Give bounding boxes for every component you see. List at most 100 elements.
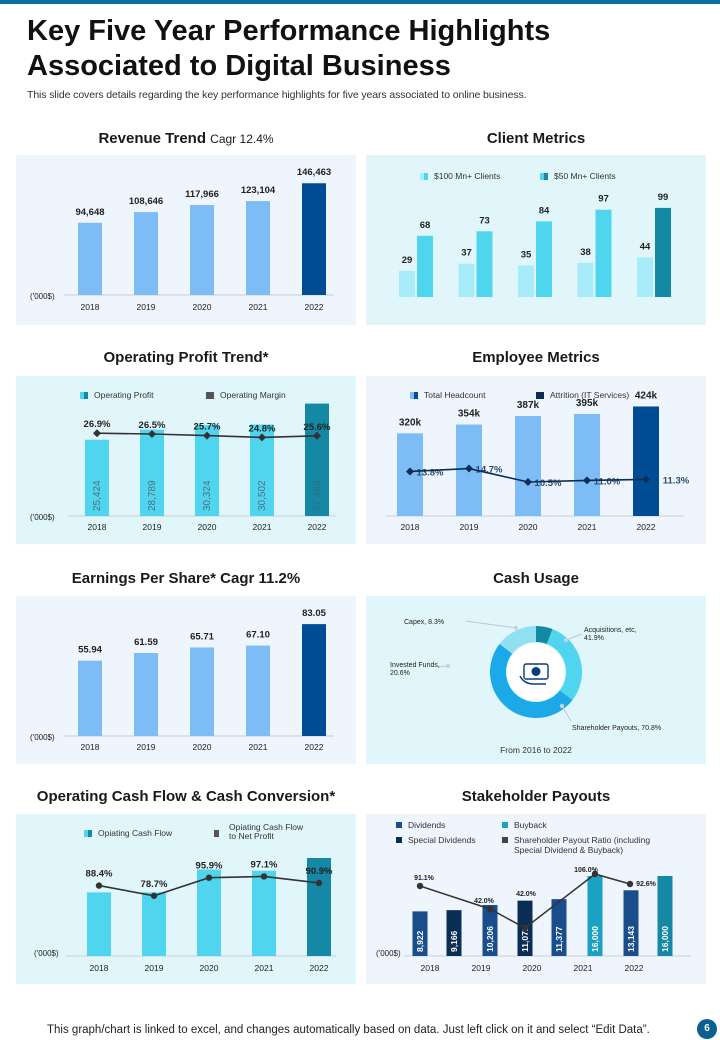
emp-attrition-marker [524, 478, 532, 486]
ocf-ratio-label: 88.4% [86, 869, 113, 880]
cash-leader-line [565, 633, 583, 641]
clients-50mn-label: 68 [420, 220, 431, 231]
eps-year-label: 2020 [193, 742, 212, 752]
clients-title: Client Metrics [486, 130, 586, 147]
op-year-label: 2018 [88, 522, 107, 532]
emp-attrition-label: 14.7% [476, 465, 503, 476]
op-year-label: 2021 [253, 522, 272, 532]
stake-ratio-marker [626, 880, 634, 888]
op-profit-bar [140, 429, 164, 516]
eps-bar [246, 645, 270, 736]
op-year-label: 2019 [143, 522, 162, 532]
clients-50mn-bar [476, 231, 493, 297]
emp-headcount-label: 387k [517, 400, 540, 411]
emp-legend-attrition-swatch [536, 392, 540, 399]
revenue-title: Revenue Trend Cagr 12.4% [98, 130, 274, 147]
ocf-title: Operating Cash Flow & Cash Conversion* [36, 788, 336, 805]
op-profit-bar [195, 425, 219, 516]
op-year-label: 2020 [198, 522, 217, 532]
op-legend-margin-swatch [206, 392, 210, 399]
stake-bar [657, 876, 673, 956]
stake-bar-label: 11,377 [554, 926, 564, 952]
emp-legend-headcount-swatch [414, 392, 418, 399]
emp-year-label: 2018 [401, 522, 420, 532]
revenue-year-label: 2022 [305, 302, 324, 312]
revenue-value-label: 123,104 [241, 185, 276, 196]
cash-usage-slice [546, 629, 582, 701]
stake-legend-dividends-swatch [396, 822, 402, 828]
cash-leader-dot [563, 637, 569, 643]
revenue-value-label: 117,966 [185, 189, 219, 200]
stake-bar-label: 11,071 [520, 926, 530, 952]
ocf-ratio-marker [205, 874, 213, 881]
emp-legend-attrition-swatch [540, 392, 544, 399]
panel-background [16, 155, 356, 325]
clients-50mn-bar [655, 207, 671, 297]
clients-legend-50-swatch [540, 173, 544, 180]
stakeholder-chart: Dividends Buyback Special Dividends Shareho… [366, 814, 706, 984]
stake-bar-label: 8,922 [415, 930, 425, 952]
cash-leader-dot [513, 625, 519, 631]
ocf-ratio-marker [95, 882, 103, 889]
op-legend-profit-swatch [80, 392, 84, 399]
stake-legend-buyback-swatch [502, 822, 508, 828]
revenue-bar [78, 222, 102, 295]
stake-ratio-marker [521, 924, 529, 932]
emp-headcount-bar [633, 406, 659, 516]
eps-year-label: 2019 [137, 742, 156, 752]
clients-50mn-label: 84 [539, 205, 550, 216]
eps-value-label: 55.94 [78, 645, 102, 656]
cash-usage-title: Cash Usage [493, 570, 579, 587]
clients-100mn-label: 37 [461, 248, 472, 259]
op-legend-margin-label: Operating Margin [220, 390, 286, 400]
stake-year-label: 2022 [625, 963, 644, 973]
ocf-ratio-label: 95.9% [196, 861, 223, 872]
ocf-ratio-label: 90.9% [306, 866, 333, 877]
op-profit-value-label: 25,424 [92, 480, 103, 511]
eps-bar [302, 624, 326, 736]
ocf-bar [252, 870, 276, 956]
stake-bar [482, 904, 498, 956]
emp-headcount-label: 395k [576, 398, 599, 409]
stake-ratio-marker [486, 905, 494, 913]
stake-bar-label: 13,143 [626, 926, 636, 952]
emp-headcount-label: 354k [458, 409, 481, 420]
stake-legend-buyback-label: Buyback [514, 820, 547, 830]
cash-usage-slice [536, 626, 553, 645]
employee-title: Employee Metrics [472, 349, 600, 366]
ocf-legend-flow-swatch [84, 830, 88, 837]
clients-chart: $100 Mn+ Clients $50 Mn+ Clients 29 68 37 73 3… [366, 155, 706, 325]
ocf-bar [197, 869, 221, 956]
emp-attrition-marker [642, 475, 650, 484]
revenue-value-label: 94,648 [75, 207, 104, 218]
ocf-ratio-marker [315, 879, 323, 887]
revenue-value-label: 146,463 [297, 167, 331, 178]
op-margin-label: 24.8% [249, 423, 276, 434]
stake-unit-label: ('000$) [376, 949, 401, 958]
ocf-bar [142, 892, 166, 956]
stake-year-label: 2019 [472, 963, 491, 973]
eps-bar [134, 653, 158, 736]
emp-year-label: 2022 [637, 522, 656, 532]
cash-slice-label: Shareholder Payouts, 70.8% [572, 725, 661, 732]
clients-legend-100-swatch [424, 173, 428, 180]
revenue-bar [302, 183, 326, 295]
cash-usage-chart: Capex, 8.3% Acquisitions, etc, 41.9% Shareh… [366, 596, 706, 764]
stake-ratio-label: 92.6% [636, 881, 657, 888]
op-profit-title: Operating Profit Trend* [103, 349, 269, 366]
clients-100mn-bar [518, 265, 534, 297]
stake-legend-dividends-label: Dividends [408, 820, 445, 830]
stake-bar [446, 910, 462, 956]
op-profit-value-label: 30,324 [202, 480, 213, 511]
stake-bar [412, 911, 428, 956]
stake-bar [587, 876, 603, 956]
stake-ratio-label: 42.0% [516, 891, 537, 898]
stake-legend-special-label: Special Dividends [408, 835, 476, 845]
stake-ratio-label: 91.1% [414, 875, 435, 882]
eps-chart: 55.94 2018 61.59 2019 65.71 2020 67.10 2021 83.0… [16, 596, 356, 764]
cash-usage-slice [490, 643, 573, 718]
emp-headcount-label: 320k [399, 417, 422, 428]
ocf-ratio-marker [150, 892, 158, 899]
ocf-legend-ratio-swatch [214, 830, 219, 837]
emp-year-label: 2020 [519, 522, 538, 532]
